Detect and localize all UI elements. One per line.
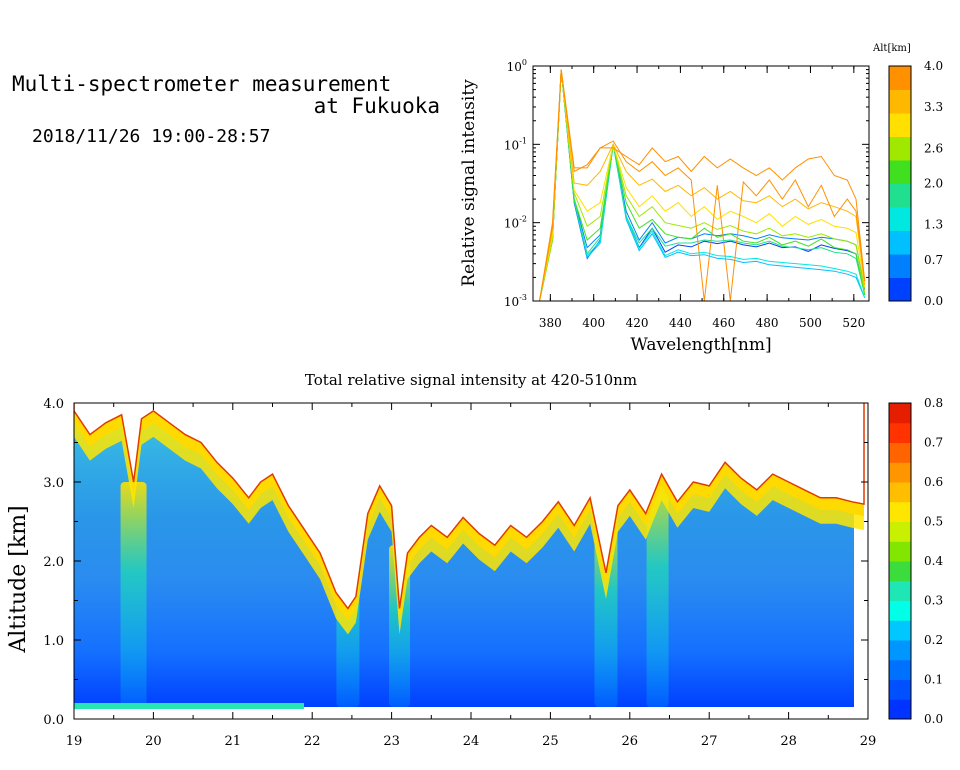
spectrum-x-tick-label: 400 xyxy=(582,316,605,330)
intensity-colorbar-label: 0.4 xyxy=(924,554,943,568)
heatmap-x-tick-label: 22 xyxy=(304,734,321,749)
spectrum-y-tick-label: 10-2 xyxy=(504,215,527,231)
intensity-colorbar-segment xyxy=(889,659,911,680)
heatmap-x-tick-label: 29 xyxy=(860,734,877,749)
altitude-colorbar-label: 2.0 xyxy=(924,177,943,191)
intensity-colorbar-segment xyxy=(889,501,911,522)
altitude-colorbar-segment xyxy=(889,277,911,302)
spectrum-series-line-2 xyxy=(539,69,866,301)
altitude-colorbar-segment xyxy=(889,230,911,255)
cloud-region xyxy=(74,403,865,610)
intensity-colorbar-label: 0.7 xyxy=(924,436,943,450)
altitude-colorbar-title: Alt[km] xyxy=(872,43,911,54)
spectrum-series-line-8 xyxy=(539,69,866,301)
altitude-colorbar-segment xyxy=(889,254,911,278)
spectrum-y-axis-label: Relative signal intensity xyxy=(459,79,479,287)
spectrum-x-tick-label: 480 xyxy=(756,316,779,330)
spectrum-series-line-3 xyxy=(539,69,866,301)
heatmap-y-tick-label: 4.0 xyxy=(43,397,64,412)
heatmap-y-tick-label: 1.0 xyxy=(43,634,64,649)
heatmap-x-tick-label: 23 xyxy=(383,734,400,749)
spectrum-series-line-9 xyxy=(539,69,866,301)
spectrum-series-line-4 xyxy=(539,69,866,301)
intensity-colorbar-frame xyxy=(888,402,912,720)
intensity-colorbar-segment xyxy=(889,422,911,443)
altitude-colorbar-label: 0.0 xyxy=(924,294,943,308)
intensity-colorbar-segment xyxy=(889,403,911,424)
spectrum-chart: 380 400 420 440 460 480 500 52010-310-210-1100 … xyxy=(459,43,943,355)
spectrum-series-line-1 xyxy=(539,69,866,301)
intensity-colorbar-label: 0.5 xyxy=(924,515,943,529)
intensity-colorbar-segment xyxy=(889,541,911,562)
page-title-line-1: Multi-spectrometer measurement xyxy=(12,72,392,96)
heatmap-x-tick-label: 28 xyxy=(780,734,797,749)
spectrum-plot-frame xyxy=(532,65,870,302)
spectrum-series-line-10 xyxy=(539,69,866,301)
spectrum-y-tick-label: 10-1 xyxy=(504,136,527,152)
heatmap-x-tick-label: 21 xyxy=(225,734,242,749)
spectrum-x-axis-label: Wavelength[nm] xyxy=(630,335,771,355)
intensity-colorbar-segment xyxy=(889,580,911,601)
altitude-colorbar-segment xyxy=(889,207,911,231)
heatmap-y-axis-label: Altitude [km] xyxy=(6,505,31,653)
intensity-colorbar-segment xyxy=(889,600,911,621)
intensity-colorbar-segment xyxy=(889,462,911,483)
spectrum-y-tick-label: 10-3 xyxy=(504,293,527,309)
altitude-colorbar-frame xyxy=(888,65,912,302)
heatmap-plume xyxy=(120,482,147,708)
intensity-colorbar-segment xyxy=(889,620,911,641)
intensity-heatmap: Total relative signal intensity at 420-5… xyxy=(6,371,943,749)
heatmap-title: Total relative signal intensity at 420-5… xyxy=(305,371,637,389)
spectrum-series-line-5 xyxy=(539,69,866,301)
heatmap-plume xyxy=(646,474,669,708)
heatmap-x-tick-label: 24 xyxy=(463,734,480,749)
altitude-colorbar-label: 1.3 xyxy=(924,218,943,232)
heatmap-x-tick-label: 27 xyxy=(701,734,718,749)
altitude-colorbar-segment xyxy=(889,89,911,114)
heatmap-y-tick-label: 2.0 xyxy=(43,555,64,570)
intensity-colorbar-segment xyxy=(889,640,911,661)
spectrum-x-tick-label: 500 xyxy=(799,316,822,330)
spectrum-x-tick-label: 520 xyxy=(842,316,865,330)
intensity-colorbar-segment xyxy=(889,679,911,700)
altitude-colorbar-label: 4.0 xyxy=(924,59,943,73)
intensity-colorbar-segment xyxy=(889,442,911,463)
altitude-colorbar-label: 0.7 xyxy=(924,253,943,267)
altitude-colorbar-segment xyxy=(889,160,911,184)
intensity-colorbar-segment xyxy=(889,482,911,503)
spectrum-series-line-0 xyxy=(539,69,866,301)
heatmap-y-tick-label: 0.0 xyxy=(43,713,64,728)
heatmap-x-tick-label: 19 xyxy=(66,734,83,749)
intensity-colorbar-label: 0.6 xyxy=(924,475,943,489)
spectrum-x-tick-label: 440 xyxy=(669,316,692,330)
spectrum-y-tick-label: 100 xyxy=(507,58,527,74)
intensity-colorbar-label: 0.8 xyxy=(924,396,943,410)
heatmap-x-tick-label: 20 xyxy=(145,734,162,749)
altitude-colorbar-segment xyxy=(889,113,911,137)
altitude-colorbar-segment xyxy=(889,183,911,208)
intensity-colorbar-segment xyxy=(889,699,911,720)
heatmap-x-tick-label: 25 xyxy=(542,734,559,749)
heatmap-x-tick-label: 26 xyxy=(622,734,639,749)
altitude-colorbar-segment xyxy=(889,136,911,161)
intensity-colorbar-segment xyxy=(889,561,911,582)
spectrum-x-tick-label: 380 xyxy=(539,316,562,330)
altitude-colorbar-label: 2.6 xyxy=(924,141,943,155)
spectrum-series-line-7 xyxy=(539,69,866,301)
page-subtitle: 2018/11/26 19:00-28:57 xyxy=(32,126,271,147)
spectrum-x-tick-label: 460 xyxy=(712,316,735,330)
heatmap-y-tick-label: 3.0 xyxy=(43,476,64,491)
altitude-colorbar-segment xyxy=(889,66,911,90)
spectrum-x-tick-label: 420 xyxy=(626,316,649,330)
intensity-colorbar-label: 0.2 xyxy=(924,633,943,647)
altitude-colorbar-label: 3.3 xyxy=(924,100,943,114)
intensity-colorbar-segment xyxy=(889,521,911,542)
intensity-colorbar-label: 0.1 xyxy=(924,673,943,687)
page-title-line-2: at Fukuoka xyxy=(313,94,440,118)
intensity-colorbar-label: 0.3 xyxy=(924,594,943,608)
heatmap-surface-band xyxy=(74,703,304,709)
spectrum-series-line-6 xyxy=(539,69,866,301)
intensity-colorbar-label: 0.0 xyxy=(924,712,943,726)
